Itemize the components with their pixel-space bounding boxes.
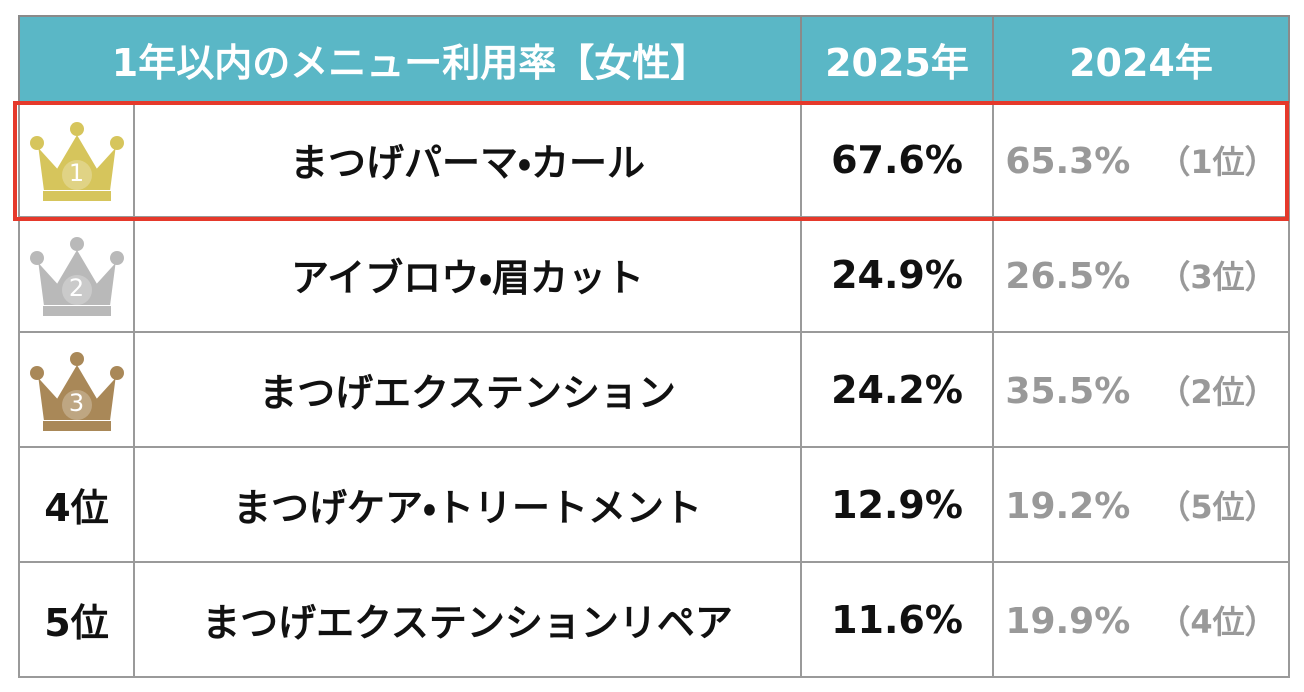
value-2025: 24.9% xyxy=(800,216,994,333)
table-row: 4位 まつげケア・トリートメント 12.9% 19.2% （5位） xyxy=(18,446,1290,563)
menu-cell: まつげパーマ・カール xyxy=(133,101,802,218)
table-row: 1 まつげパーマ・カール 67.6% 65.3% （1位） xyxy=(18,101,1290,218)
crown-number: 2 xyxy=(68,273,85,302)
menu-cell: アイブロウ・眉カット xyxy=(133,216,802,333)
crown-icon: 2 xyxy=(27,230,127,320)
value-2024-cell: 26.5% （3位） xyxy=(992,216,1290,333)
value-2025: 24.2% xyxy=(800,331,994,448)
rank-2024: （4位） xyxy=(1158,602,1277,641)
value-2025: 11.6% xyxy=(800,561,994,678)
value-2024: 65.3% xyxy=(1005,140,1131,182)
value-2024: 35.5% xyxy=(1005,370,1131,412)
table-row: 3 まつげエクステンション 24.2% 35.5% （2位） xyxy=(18,331,1290,448)
value-2024-cell: 65.3% （1位） xyxy=(992,101,1290,218)
value-2024-cell: 35.5% （2位） xyxy=(992,331,1290,448)
header-cell: 1年以内のメニュー利用率【女性】 xyxy=(18,15,802,103)
highlight-box xyxy=(13,101,1289,221)
header-cell: 2025年 xyxy=(800,15,994,103)
table-row: 2 アイブロウ・眉カット 24.9% 26.5% （3位） xyxy=(18,216,1290,333)
header-row: 1年以内のメニュー利用率【女性】 2025年 2024年 xyxy=(18,15,1290,103)
rank-2024: （5位） xyxy=(1158,487,1277,526)
rank-2024: （2位） xyxy=(1158,372,1277,411)
value-2024-cell: 19.2% （5位） xyxy=(992,446,1290,563)
crown-shape xyxy=(29,236,124,316)
value-2024: 26.5% xyxy=(1005,255,1131,297)
rank-cell: 1 xyxy=(18,101,135,218)
value-2025: 12.9% xyxy=(800,446,994,563)
crown-shape xyxy=(29,121,124,201)
value-2024-cell: 19.9% （4位） xyxy=(992,561,1290,678)
menu-cell: まつげケア・トリートメント xyxy=(133,446,802,563)
value-2025: 67.6% xyxy=(800,101,994,218)
rank-2024: （1位） xyxy=(1158,142,1277,181)
rank-cell: 2 xyxy=(18,216,135,333)
header-cell: 2024年 xyxy=(992,15,1290,103)
crown-icon: 3 xyxy=(27,345,127,435)
rank-cell: 5位 xyxy=(18,561,135,678)
menu-cell: まつげエクステンション xyxy=(133,331,802,448)
value-2024: 19.2% xyxy=(1005,485,1131,527)
menu-cell: まつげエクステンションリペア xyxy=(133,561,802,678)
ranking-table: 1年以内のメニュー利用率【女性】 2025年 2024年 1 まつげパーマ・カール… xyxy=(18,15,1290,678)
crown-number: 1 xyxy=(68,158,85,187)
crown-number: 3 xyxy=(68,388,85,417)
table-row: 5位 まつげエクステンションリペア 11.6% 19.9% （4位） xyxy=(18,561,1290,678)
crown-shape xyxy=(29,351,124,431)
rank-cell: 4位 xyxy=(18,446,135,563)
rank-cell: 3 xyxy=(18,331,135,448)
crown-icon: 1 xyxy=(27,115,127,205)
rank-2024: （3位） xyxy=(1158,257,1277,296)
value-2024: 19.9% xyxy=(1005,600,1131,642)
